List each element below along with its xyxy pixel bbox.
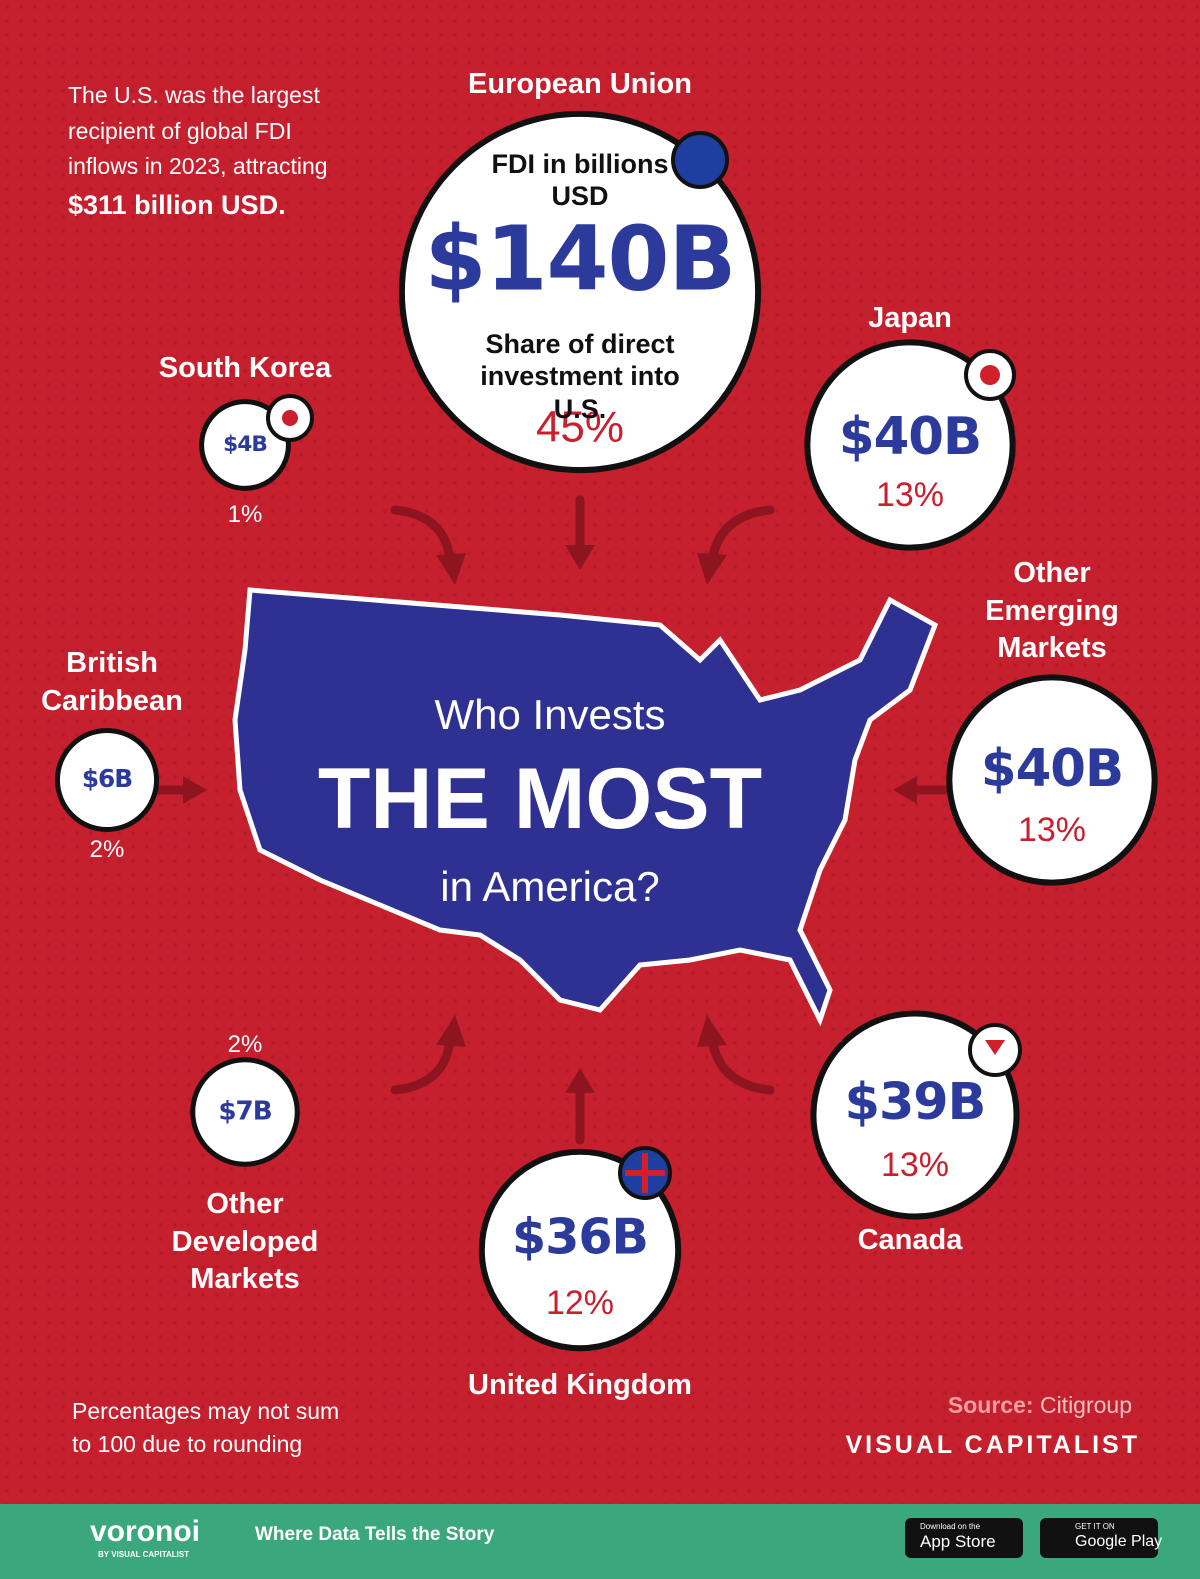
source: Source: Citigroup: [900, 1392, 1132, 1420]
title-line: Who Invests: [434, 691, 666, 738]
region-name: European Union: [468, 68, 692, 100]
share-label: 2%: [89, 836, 125, 863]
region-name: United Kingdom: [468, 1369, 692, 1401]
value-label: $39B: [845, 1072, 986, 1131]
us-map: [232, 587, 939, 1027]
badge-small: GET IT ON: [1075, 1522, 1115, 1531]
bubble: [946, 674, 1158, 886]
app-store-badge[interactable]: [905, 1518, 1023, 1558]
flags: [266, 131, 1022, 1200]
footer-tagline: Where Data Tells the Story: [255, 1524, 495, 1545]
source-name: Citigroup: [1039, 1392, 1132, 1418]
intro: The U.S. was the largest recipient of gl…: [68, 82, 328, 180]
footer-logo: voronoi: [90, 1515, 200, 1548]
title-main: THE MOST: [317, 751, 763, 847]
value-label: $4B: [223, 432, 267, 457]
share-label: 12%: [546, 1284, 614, 1322]
region-name: British Caribbean: [41, 647, 183, 717]
share-label: 13%: [1018, 811, 1086, 849]
badge-text: Google Play: [1075, 1533, 1163, 1550]
bubble: [810, 1010, 1020, 1220]
region-name: Canada: [857, 1224, 963, 1256]
badge-text: App Store: [920, 1532, 996, 1551]
intro-text: The U.S. was the largest recipient of gl…: [68, 78, 368, 227]
value-label: $7B: [218, 1097, 271, 1127]
value-label: $6B: [82, 764, 132, 793]
region-name: Other Emerging Markets: [985, 557, 1119, 665]
share-label: 1%: [227, 501, 263, 528]
region-name: Other Developed Markets: [171, 1188, 319, 1296]
badge-small: Download on the: [920, 1522, 981, 1531]
value-caption: FDI in billions USD: [491, 149, 669, 212]
region-name: Japan: [868, 302, 952, 334]
source-label: Source:: [947, 1392, 1034, 1418]
brand: VISUAL CAPITALIST: [845, 1431, 1140, 1459]
share-caption: Share of direct investment into U.S.: [480, 329, 680, 424]
footer-logo-sub: BY VISUAL CAPITALIST: [98, 1550, 190, 1559]
value-label: $36B: [512, 1208, 648, 1266]
title-line: in America?: [440, 863, 660, 910]
share-label: 13%: [876, 476, 944, 514]
bubble: [478, 1148, 682, 1352]
intro-highlight: $311 billion USD.: [68, 189, 286, 220]
share-label: 2%: [227, 1031, 263, 1058]
bubble: [398, 110, 762, 474]
arrows: [150, 495, 950, 1145]
share-label: 13%: [881, 1146, 949, 1184]
bubble: [190, 1057, 300, 1167]
region-name: South Korea: [158, 352, 332, 384]
footnote: Percentages may not sum to 100 due to ro…: [72, 1398, 340, 1458]
google-play-badge[interactable]: [1040, 1518, 1158, 1558]
bubble: [54, 727, 160, 833]
value-label: $40B: [839, 407, 981, 467]
share-label: 45%: [536, 403, 624, 452]
value-label: $140B: [425, 207, 736, 311]
bubble: [804, 339, 1016, 551]
value-label: $40B: [981, 739, 1123, 799]
